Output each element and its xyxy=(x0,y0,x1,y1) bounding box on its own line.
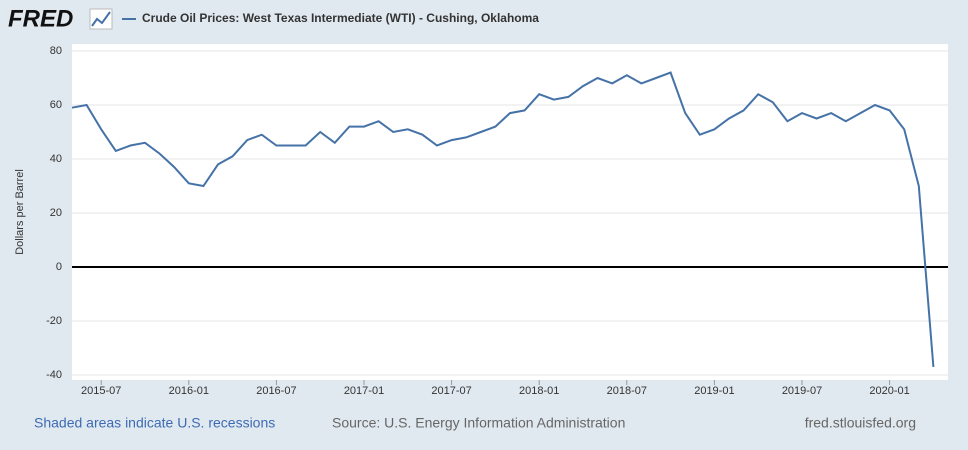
legend-label: Crude Oil Prices: West Texas Intermediat… xyxy=(142,11,539,25)
y-tick-label: 60 xyxy=(50,99,62,111)
y-tick-label: -20 xyxy=(46,315,62,327)
y-tick-label: 0 xyxy=(56,261,62,273)
source: Source: U.S. Energy Information Administ… xyxy=(332,415,625,431)
x-tick-label: 2017-07 xyxy=(431,385,471,397)
x-tick-label: 2016-01 xyxy=(169,385,209,397)
x-tick-label: 2017-01 xyxy=(344,385,384,397)
series-line xyxy=(71,71,935,367)
logo-icon xyxy=(89,8,113,30)
logo: FRED xyxy=(8,5,73,32)
x-tick-label: 2019-07 xyxy=(782,385,822,397)
x-tick-label: 2019-01 xyxy=(694,385,734,397)
x-tick-label: 2018-07 xyxy=(607,385,647,397)
y-axis-label: Dollars per Barrel xyxy=(14,169,26,255)
x-tick-label: 2020-01 xyxy=(869,385,909,397)
x-tick-label: 2016-07 xyxy=(256,385,296,397)
y-tick-label: 80 xyxy=(50,45,62,57)
y-tick-label: -40 xyxy=(46,369,62,381)
plot-area xyxy=(72,44,948,380)
y-tick-label: 40 xyxy=(50,153,62,165)
recession-note[interactable]: Shaded areas indicate U.S. recessions xyxy=(34,415,275,431)
x-tick-label: 2018-01 xyxy=(519,385,559,397)
y-tick-label: 20 xyxy=(50,207,62,219)
site: fred.stlouisfed.org xyxy=(805,415,916,431)
x-tick-label: 2015-07 xyxy=(81,385,121,397)
